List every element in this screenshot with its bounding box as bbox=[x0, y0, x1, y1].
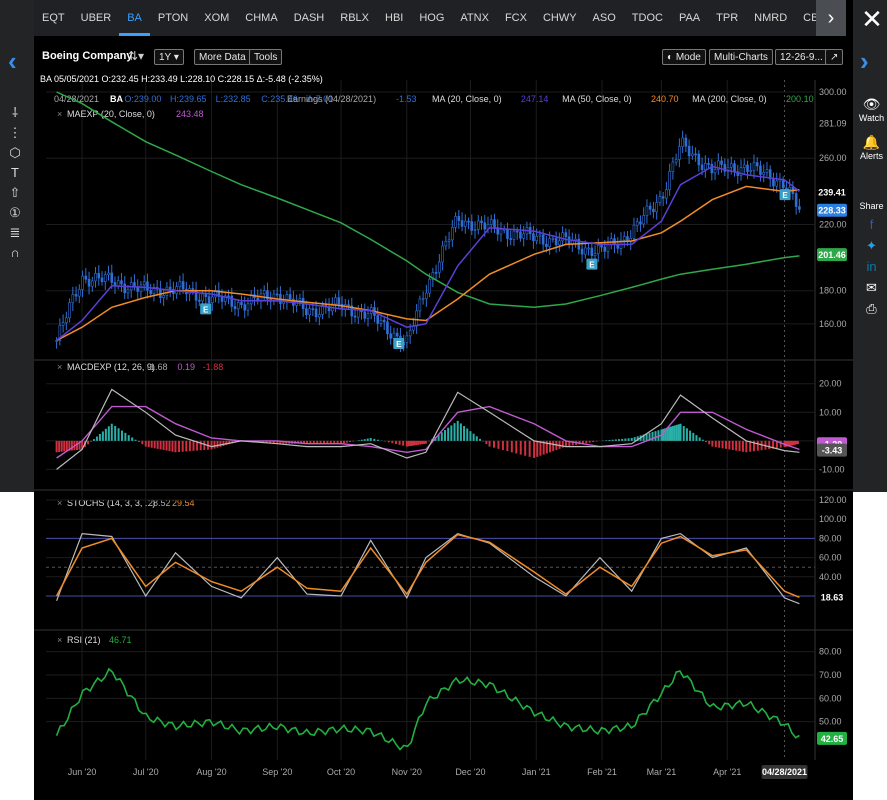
magnet-icon[interactable]: ∩ bbox=[10, 245, 20, 260]
alerts-icon[interactable]: 🔔 bbox=[862, 134, 881, 150]
ticker-fcx[interactable]: FCX bbox=[504, 12, 527, 24]
ticker-uber[interactable]: UBER bbox=[80, 12, 112, 24]
share-label: Share bbox=[859, 201, 884, 211]
multi-charts-button[interactable]: Multi-Charts bbox=[709, 49, 773, 65]
twitter-icon[interactable]: ✦ bbox=[866, 238, 877, 253]
arrow-up-icon[interactable]: ⇧ bbox=[9, 185, 21, 200]
trendline-icon[interactable]: ⋮ bbox=[8, 125, 22, 140]
chart-container bbox=[34, 0, 853, 800]
watch-icon[interactable]: 👁 bbox=[862, 96, 881, 112]
chart-toolbar: Boeing Company ⇅▾ 1Y ▾ More Data Tools ◐… bbox=[34, 46, 853, 70]
facebook-icon[interactable]: f bbox=[869, 217, 874, 232]
next-arrow-icon[interactable]: › bbox=[860, 46, 869, 76]
ticker-pton[interactable]: PTON bbox=[157, 12, 189, 24]
ticker-rblx[interactable]: RBLX bbox=[340, 12, 369, 24]
ticker-nmrd[interactable]: NMRD bbox=[754, 12, 788, 24]
linkedin-icon[interactable]: in bbox=[866, 259, 877, 274]
right-rail: 👁 Watch 🔔 Alerts Share f ✦ in ✉ ⎙ bbox=[856, 96, 887, 319]
shape-icon[interactable]: ⬡ bbox=[9, 145, 21, 160]
text-icon[interactable]: T bbox=[11, 165, 19, 180]
ticker-chma[interactable]: CHMA bbox=[245, 12, 278, 24]
crosshair-icon[interactable]: ⸸ bbox=[11, 105, 19, 120]
mode-button[interactable]: ◐ Mode bbox=[662, 49, 706, 65]
ticker-atnx[interactable]: ATNX bbox=[460, 12, 489, 24]
mode-label: Mode bbox=[675, 52, 701, 63]
fib-icon[interactable]: ≣ bbox=[9, 225, 21, 240]
ticker-cbt[interactable]: CBT bbox=[803, 12, 816, 24]
watch-label[interactable]: Watch bbox=[858, 113, 885, 123]
print-icon[interactable]: ⎙ bbox=[866, 301, 877, 316]
number-icon[interactable]: ① bbox=[9, 205, 21, 220]
ticker-eqt[interactable]: EQT bbox=[42, 12, 65, 24]
ticker-dash[interactable]: DASH bbox=[293, 12, 325, 24]
ticker-chwy[interactable]: CHWY bbox=[542, 12, 577, 24]
expand-icon[interactable]: ↗ bbox=[825, 49, 844, 65]
ticker-strip: EQT UBER BA PTON XOM CHMA DASH RBLX HBI HOG ATNX FC… bbox=[34, 0, 816, 36]
ticker-ba[interactable]: BA bbox=[119, 0, 150, 36]
more-data-button[interactable]: More Data bbox=[194, 49, 251, 65]
close-icon[interactable]: ✕ bbox=[861, 4, 883, 34]
ticker-hog[interactable]: HOG bbox=[419, 12, 445, 24]
email-icon[interactable]: ✉ bbox=[866, 280, 877, 295]
ticker-tpr[interactable]: TPR bbox=[716, 12, 739, 24]
drawing-tools: ⸸ ⋮ ⬡ T ⇧ ① ≣ ∩ bbox=[4, 104, 30, 264]
ticker-tdoc[interactable]: TDOC bbox=[631, 12, 663, 24]
previous-arrow-icon[interactable]: ‹ bbox=[8, 46, 17, 76]
ticker-aso[interactable]: ASO bbox=[592, 12, 616, 24]
compare-caret-icon[interactable]: ⇅▾ bbox=[128, 49, 145, 63]
tools-button[interactable]: Tools bbox=[249, 49, 283, 65]
ticker-hbi[interactable]: HBI bbox=[385, 12, 404, 24]
date-range-button[interactable]: 12-26-9... bbox=[775, 49, 828, 65]
period-label: 1Y bbox=[159, 52, 172, 63]
alerts-label[interactable]: Alerts bbox=[859, 151, 883, 161]
symbol-title[interactable]: Boeing Company bbox=[42, 50, 133, 62]
ticker-paa[interactable]: PAA bbox=[678, 12, 701, 24]
ticker-xom[interactable]: XOM bbox=[204, 12, 230, 24]
period-select[interactable]: 1Y ▾ bbox=[154, 49, 184, 65]
ticker-next-icon[interactable]: › bbox=[816, 0, 846, 36]
